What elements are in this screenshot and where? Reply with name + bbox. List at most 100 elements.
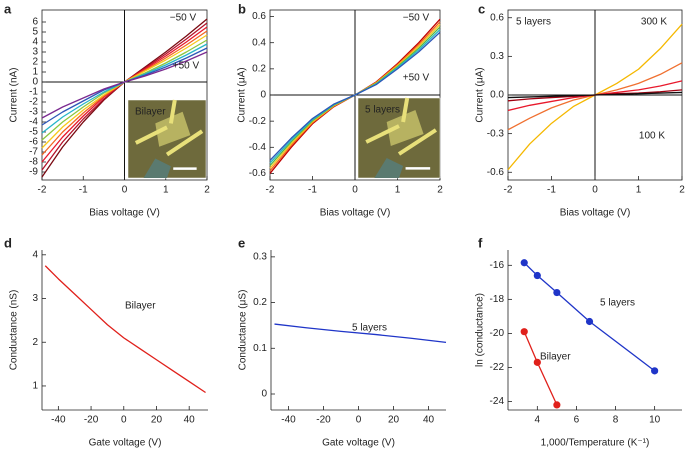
y-tick-label: 5 xyxy=(32,27,38,38)
y-axis-title: ln (conductance) xyxy=(475,293,486,367)
inset-electrodes xyxy=(365,97,437,156)
y-tick-label: 1 xyxy=(32,67,38,78)
y-tick-label: 0 xyxy=(32,77,38,88)
y-tick-label: 3 xyxy=(32,293,38,304)
y-axis-title: Conductance (μS) xyxy=(238,290,249,371)
x-tick-label: 0 xyxy=(356,415,362,426)
y-tick-label: 6 xyxy=(32,17,38,28)
y-tick-label: 4 xyxy=(32,37,38,48)
data-line xyxy=(523,331,558,406)
series-label: 5 layers xyxy=(600,298,635,309)
y-tick-label: 0.0 xyxy=(490,90,504,101)
x-tick-label: -20 xyxy=(316,415,331,426)
y-tick-label: -0.6 xyxy=(249,168,267,179)
data-line xyxy=(269,31,441,161)
y-tick-label: 0.2 xyxy=(252,63,266,74)
y-tick-label: 0.2 xyxy=(253,297,267,308)
data-point xyxy=(585,317,594,326)
y-tick-label: -16 xyxy=(490,260,505,271)
panel: b -2 -1 0 1 2 -0.6 -0.4 -0.2 0 0.2 0.4 0.6 Bias volta… xyxy=(237,1,444,218)
data-point xyxy=(553,288,561,297)
y-tick-label: 2 xyxy=(32,57,38,68)
x-tick-label: 2 xyxy=(204,185,210,196)
y-tick-label: 0.1 xyxy=(253,343,267,354)
annotation: Bilayer xyxy=(125,301,156,312)
x-tick-label: 1 xyxy=(636,185,642,196)
x-tick-label: 10 xyxy=(649,415,661,426)
inset-flake xyxy=(386,110,424,146)
panel-letter: b xyxy=(238,1,246,16)
x-tick-label: 40 xyxy=(423,415,435,426)
x-tick-label: 8 xyxy=(613,415,619,426)
y-tick-label: -8 xyxy=(29,157,38,168)
data-point xyxy=(520,259,528,267)
x-tick-label: 0 xyxy=(121,415,127,426)
y-tick-label: 0.3 xyxy=(490,51,504,62)
data-point xyxy=(533,358,541,366)
panel: f 4 6 8 10 -24 -22 -20 -18 -16 1,000/Temperature (… xyxy=(475,235,682,449)
x-tick-label: -20 xyxy=(84,415,99,426)
y-tick-label: -4 xyxy=(29,117,38,128)
x-tick-label: -1 xyxy=(547,185,556,196)
y-tick-label: -22 xyxy=(490,362,505,373)
y-tick-label: -0.4 xyxy=(249,142,267,153)
data-line xyxy=(44,265,206,394)
y-tick-label: -1 xyxy=(29,87,38,98)
data-line xyxy=(274,323,447,343)
data-point xyxy=(553,401,561,409)
data-point xyxy=(533,271,541,280)
x-axis-title: Gate voltage (V) xyxy=(89,438,162,449)
y-tick-label: -0.2 xyxy=(249,116,267,127)
x-tick-label: -2 xyxy=(266,185,275,196)
y-tick-label: -9 xyxy=(29,167,38,178)
y-axis-title: Current (μA) xyxy=(475,67,486,122)
x-tick-label: -1 xyxy=(79,185,88,196)
x-tick-label: 0 xyxy=(592,185,598,196)
panel-letter: f xyxy=(478,235,483,250)
panel-letter: d xyxy=(4,235,12,250)
x-tick-label: 1 xyxy=(163,185,169,196)
x-tick-label: 2 xyxy=(437,185,443,196)
data-line xyxy=(41,51,208,119)
inset-label: 5 layers xyxy=(365,105,400,116)
y-tick-label: 0 xyxy=(260,90,266,101)
data-point xyxy=(651,367,659,375)
y-tick-label: -3 xyxy=(29,107,38,118)
x-tick-label: -2 xyxy=(38,185,47,196)
x-tick-label: 6 xyxy=(574,415,580,426)
x-tick-label: 20 xyxy=(151,415,163,426)
annotation: −50 V xyxy=(170,13,197,24)
x-tick-label: -40 xyxy=(281,415,296,426)
y-tick-label: 0.6 xyxy=(490,12,504,23)
y-tick-label: -20 xyxy=(490,328,505,339)
x-tick-label: 1 xyxy=(395,185,401,196)
annotation: 5 layers xyxy=(352,323,387,334)
x-axis-title: Gate voltage (V) xyxy=(322,438,395,449)
y-tick-label: -7 xyxy=(29,147,38,158)
y-tick-label: 3 xyxy=(32,47,38,58)
panel: d -40 -20 0 20 40 1 2 3 4 Gate voltage (V) Conducta… xyxy=(4,235,208,449)
x-tick-label: 20 xyxy=(388,415,400,426)
x-tick-label: 2 xyxy=(679,185,685,196)
inset-label: Bilayer xyxy=(135,107,166,118)
x-axis-title: Bias voltage (V) xyxy=(320,208,391,219)
inset-substrate xyxy=(374,158,404,178)
x-tick-label: -1 xyxy=(308,185,317,196)
inset-electrodes xyxy=(134,99,204,157)
x-tick-label: 0 xyxy=(352,185,358,196)
annotation: +50 V xyxy=(173,61,200,72)
x-axis-title: Bias voltage (V) xyxy=(560,208,631,219)
y-tick-label: -18 xyxy=(490,294,505,305)
inset-flake xyxy=(155,111,191,147)
panel: e -40 -20 0 20 40 0 0.1 0.2 0.3 Gate voltage (V) Co… xyxy=(238,235,447,449)
y-tick-label: 0 xyxy=(261,389,267,400)
annotation: 5 layers xyxy=(516,17,551,28)
x-axis-title: 1,000/Temperature (K⁻¹) xyxy=(541,438,650,449)
y-tick-label: 1 xyxy=(32,381,38,392)
y-tick-label: 0.4 xyxy=(252,37,266,48)
x-axis-title: Bias voltage (V) xyxy=(89,208,160,219)
y-tick-label: -5 xyxy=(29,127,38,138)
annotation: 300 K xyxy=(641,17,667,28)
